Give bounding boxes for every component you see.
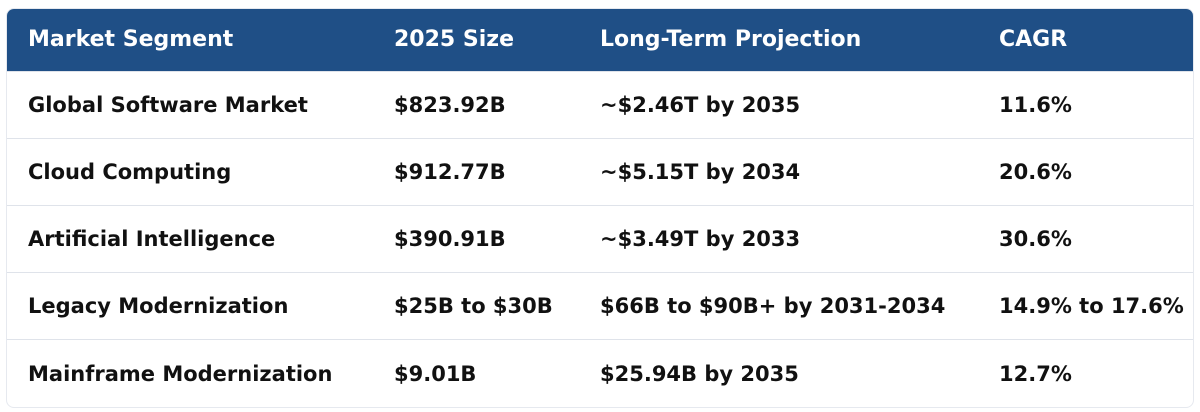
cell-cagr: 14.9% to 17.6% — [999, 294, 1184, 319]
cell-projection: ~$3.49T by 2033 — [600, 226, 801, 251]
cell-segment: Cloud Computing — [28, 159, 232, 184]
cell-segment: Legacy Modernization — [28, 294, 289, 319]
cell-segment: Global Software Market — [28, 92, 308, 117]
cell-size: $9.01B — [394, 361, 477, 386]
cell-projection: $66B to $90B+ by 2031-2034 — [600, 294, 946, 319]
cell-cagr: 30.6% — [999, 226, 1072, 251]
header-2025-size: 2025 Size — [394, 27, 515, 53]
cell-cagr: 12.7% — [999, 361, 1072, 386]
table-row: Mainframe Modernization $9.01B $25.94B b… — [7, 339, 1193, 407]
header-row: Market Segment 2025 Size Long-Term Proje… — [7, 9, 1193, 71]
table-row: Cloud Computing $912.77B ~$5.15T by 2034… — [7, 138, 1193, 205]
cell-projection: ~$5.15T by 2034 — [600, 159, 801, 184]
cell-segment: Mainframe Modernization — [28, 361, 333, 386]
table-header: Market Segment 2025 Size Long-Term Proje… — [7, 9, 1193, 71]
cell-size: $912.77B — [394, 159, 506, 184]
cell-projection: ~$2.46T by 2035 — [600, 92, 801, 117]
table-row: Artificial Intelligence $390.91B ~$3.49T… — [7, 205, 1193, 272]
cell-size: $390.91B — [394, 226, 506, 251]
table-body: Global Software Market $823.92B ~$2.46T … — [7, 71, 1193, 407]
market-table-card: Market Segment 2025 Size Long-Term Proje… — [6, 8, 1194, 408]
header-cagr: CAGR — [999, 27, 1068, 53]
cell-projection: $25.94B by 2035 — [600, 361, 799, 386]
table-row: Global Software Market $823.92B ~$2.46T … — [7, 71, 1193, 138]
cell-segment: Artificial Intelligence — [28, 226, 276, 251]
cell-size: $25B to $30B — [394, 294, 553, 319]
cell-cagr: 11.6% — [999, 92, 1072, 117]
cell-size: $823.92B — [394, 92, 506, 117]
market-table: Market Segment 2025 Size Long-Term Proje… — [7, 9, 1193, 407]
cell-cagr: 20.6% — [999, 159, 1072, 184]
header-market-segment: Market Segment — [28, 27, 234, 53]
table-row: Legacy Modernization $25B to $30B $66B t… — [7, 272, 1193, 340]
header-long-term-projection: Long-Term Projection — [600, 27, 862, 53]
